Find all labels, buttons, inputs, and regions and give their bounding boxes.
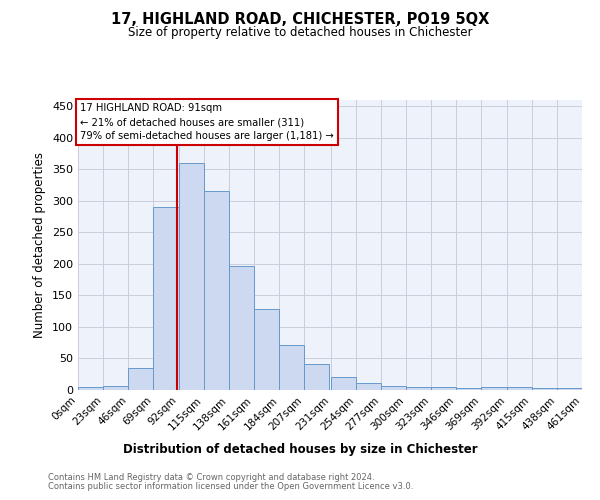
- Text: 17, HIGHLAND ROAD, CHICHESTER, PO19 5QX: 17, HIGHLAND ROAD, CHICHESTER, PO19 5QX: [111, 12, 489, 28]
- Bar: [557, 388, 582, 390]
- Bar: [532, 388, 557, 390]
- Bar: [229, 266, 254, 390]
- Bar: [331, 377, 356, 390]
- Bar: [431, 387, 456, 390]
- Text: Contains public sector information licensed under the Open Government Licence v3: Contains public sector information licen…: [48, 482, 413, 491]
- Bar: [279, 345, 304, 390]
- Text: Contains HM Land Registry data © Crown copyright and database right 2024.: Contains HM Land Registry data © Crown c…: [48, 473, 374, 482]
- Bar: [304, 364, 329, 390]
- Bar: [154, 207, 179, 390]
- Bar: [356, 383, 381, 390]
- Bar: [456, 388, 481, 390]
- Bar: [78, 388, 103, 390]
- Text: Distribution of detached houses by size in Chichester: Distribution of detached houses by size …: [122, 442, 478, 456]
- Bar: [481, 387, 506, 390]
- Bar: [506, 388, 532, 390]
- Bar: [254, 310, 279, 390]
- Bar: [381, 386, 406, 390]
- Text: 17 HIGHLAND ROAD: 91sqm
← 21% of detached houses are smaller (311)
79% of semi-d: 17 HIGHLAND ROAD: 91sqm ← 21% of detache…: [80, 103, 334, 141]
- Bar: [406, 387, 431, 390]
- Bar: [179, 163, 204, 390]
- Text: Size of property relative to detached houses in Chichester: Size of property relative to detached ho…: [128, 26, 472, 39]
- Bar: [103, 386, 128, 390]
- Y-axis label: Number of detached properties: Number of detached properties: [34, 152, 46, 338]
- Bar: [204, 192, 229, 390]
- Bar: [128, 368, 154, 390]
